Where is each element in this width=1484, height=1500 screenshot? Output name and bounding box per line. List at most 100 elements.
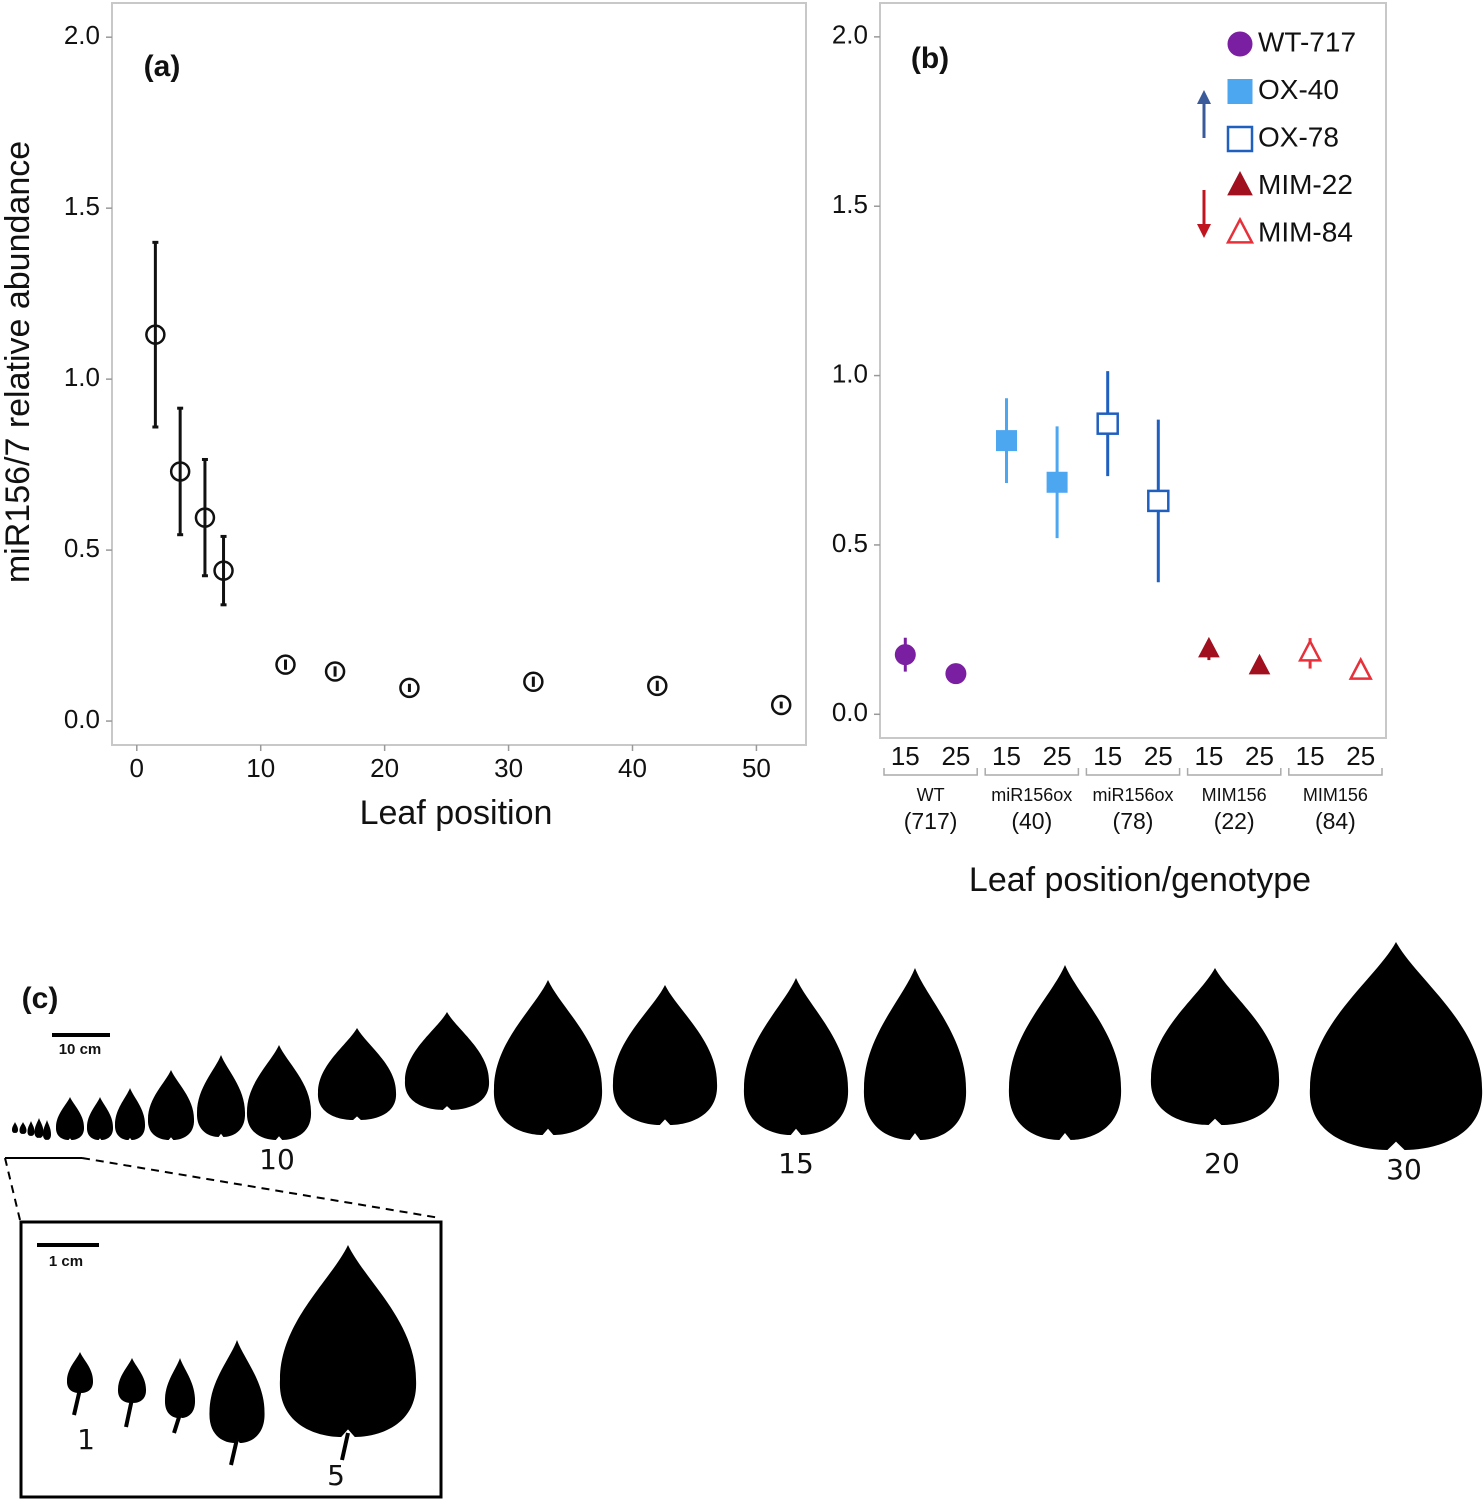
leaf: [246, 1045, 312, 1140]
leaf-stem: [172, 1413, 182, 1434]
leaf: [612, 985, 718, 1125]
legend-label: MIM-22: [1258, 169, 1353, 200]
y-tick-label: 0.5: [832, 528, 868, 558]
x-tick-label: 25: [1346, 741, 1375, 771]
y-tick-label: 2.0: [64, 20, 100, 50]
x-tick-label: 50: [742, 753, 771, 783]
x-tick-label: 25: [941, 741, 970, 771]
x-tick-label: 40: [618, 753, 647, 783]
leaf-stem: [229, 1438, 239, 1466]
group-label: (78): [1113, 808, 1154, 834]
group-label: (84): [1315, 808, 1356, 834]
leaf-stem: [340, 1432, 350, 1461]
point: [1248, 653, 1271, 675]
y-axis-title: miR156/7 relative abundance: [0, 141, 37, 583]
leaf: [42, 1120, 52, 1140]
x-tick-label: 15: [992, 741, 1021, 771]
y-tick-label: 0.0: [832, 697, 868, 727]
leaf-stem: [124, 1398, 134, 1428]
x-tick-label: 15: [1296, 741, 1325, 771]
leaf: [1150, 968, 1280, 1125]
legend-marker: [1225, 216, 1255, 244]
point: [996, 430, 1017, 452]
leaf: [196, 1055, 246, 1137]
point: [1046, 471, 1068, 493]
x-tick-label: 15: [891, 741, 920, 771]
leaf: [19, 1122, 27, 1134]
panel-label: (a): [144, 50, 181, 83]
group-label: (717): [904, 808, 958, 834]
group-label: MIM156: [1202, 785, 1267, 805]
y-tick-label: 2.0: [832, 20, 868, 50]
point: [324, 661, 346, 682]
x-tick-label: 15: [1093, 741, 1122, 771]
leaf-number: 10: [259, 1143, 295, 1176]
group-label: WT: [917, 785, 945, 805]
point: [523, 671, 544, 692]
dash-line: [4, 1157, 21, 1221]
inset-box: [19, 1220, 443, 1499]
x-tick-label: 25: [1245, 741, 1274, 771]
leaf: [404, 1012, 490, 1110]
leaf: [317, 1028, 397, 1120]
x-tick-label: 30: [494, 753, 523, 783]
group-bracket: [1186, 768, 1282, 776]
x-axis-title: Leaf position/genotype: [969, 861, 1311, 899]
y-tick-label: 1.0: [64, 362, 100, 392]
point: [194, 507, 216, 528]
legend-label: OX-78: [1258, 121, 1339, 152]
y-tick-label: 1.5: [832, 189, 868, 219]
legend-label: MIM-84: [1258, 216, 1353, 247]
leaf: [66, 1352, 94, 1393]
group-bracket: [1288, 768, 1383, 776]
group-label: (22): [1214, 808, 1255, 834]
x-tick-label: 20: [370, 753, 399, 783]
point: [1147, 489, 1170, 513]
leaf: [86, 1097, 114, 1140]
leaf: [743, 978, 849, 1135]
leaf: [117, 1358, 147, 1403]
leaf: [493, 980, 603, 1135]
down-arrow-head: [1197, 224, 1211, 238]
point: [1348, 656, 1373, 680]
y-tick-label: 1.5: [64, 191, 100, 221]
x-tick-label: 25: [1144, 741, 1173, 771]
legend-marker: [1227, 31, 1253, 57]
leaf-number: 15: [778, 1147, 814, 1180]
point: [1198, 636, 1220, 658]
point: [894, 644, 916, 666]
y-tick-label: 0.0: [64, 704, 100, 734]
leaf-number: 1: [77, 1423, 95, 1456]
point: [169, 461, 191, 482]
leaf: [1309, 942, 1483, 1150]
leaf: [209, 1340, 265, 1443]
x-tick-label: 0: [130, 753, 144, 783]
up-arrow-head: [1197, 90, 1211, 104]
leaf: [279, 1245, 417, 1437]
y-tick-label: 1.0: [832, 358, 868, 388]
y-tick-label: 0.5: [64, 533, 100, 563]
scale-label: 10 cm: [59, 1041, 102, 1058]
point: [770, 694, 792, 716]
leaf: [147, 1070, 195, 1140]
point: [213, 560, 234, 581]
leaf-number: 30: [1386, 1153, 1422, 1186]
point: [647, 675, 668, 697]
group-label: (40): [1011, 808, 1052, 834]
point: [399, 677, 420, 699]
leaf: [11, 1122, 19, 1133]
x-axis-title: Leaf position: [360, 794, 553, 832]
leaf: [1008, 965, 1122, 1140]
leaf: [114, 1088, 146, 1140]
leaf: [863, 968, 967, 1140]
group-bracket: [984, 768, 1080, 776]
group-bracket: [1085, 768, 1181, 776]
panel-label: (c): [22, 982, 59, 1015]
leaf: [34, 1118, 44, 1138]
group-label: miR156ox: [991, 785, 1072, 805]
legend-marker: [1226, 125, 1254, 153]
leaf-number: 20: [1204, 1147, 1240, 1180]
legend-marker: [1227, 79, 1253, 104]
leaf: [55, 1097, 85, 1140]
